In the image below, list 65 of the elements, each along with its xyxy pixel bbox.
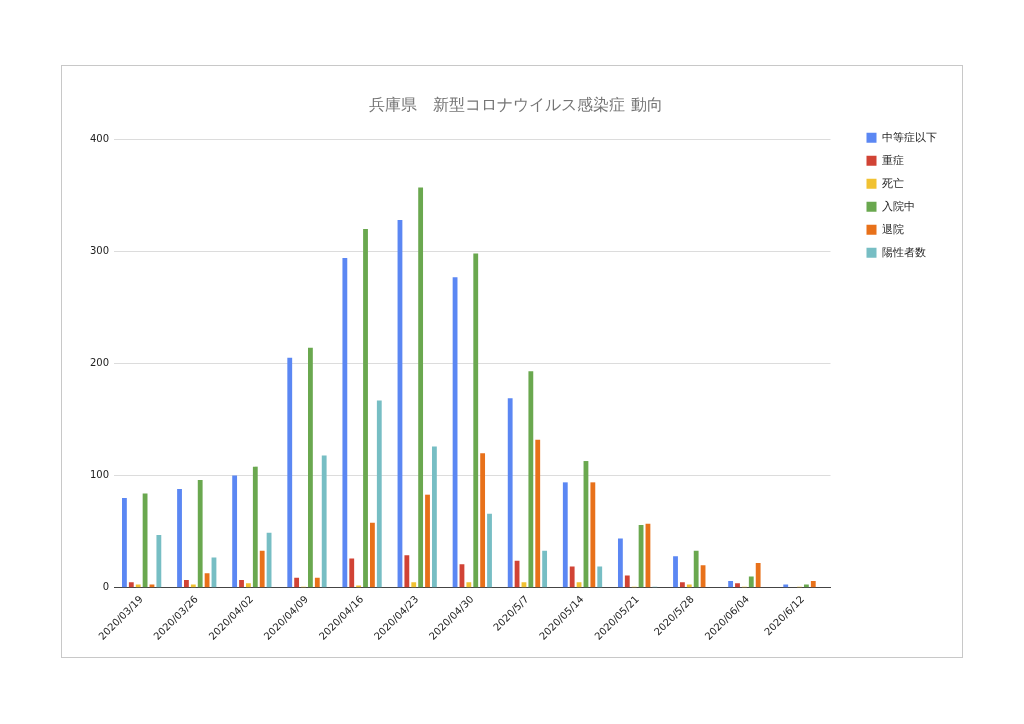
- bar: [569, 566, 575, 588]
- bar: [411, 582, 417, 588]
- bar: [190, 584, 196, 588]
- bar: [535, 439, 541, 588]
- bar: [590, 482, 596, 588]
- bar: [473, 253, 479, 588]
- bar: [728, 581, 734, 588]
- legend-label: 退院: [882, 222, 904, 236]
- y-tick-label: 0: [102, 581, 110, 593]
- bar: [748, 576, 754, 588]
- bar: [259, 550, 265, 588]
- bar: [135, 584, 141, 588]
- bar: [197, 480, 203, 588]
- bar: [418, 187, 424, 588]
- legend-label: 死亡: [882, 176, 904, 190]
- legend-label: 重症: [882, 153, 904, 167]
- bar: [363, 228, 368, 588]
- chart-title: 兵庫県 新型コロナウイルス感染症 動向: [369, 94, 663, 114]
- bar: [466, 582, 472, 588]
- bar: [528, 371, 534, 588]
- bar: [735, 583, 740, 588]
- bar: [803, 584, 809, 588]
- bar: [432, 446, 437, 588]
- bar: [480, 453, 486, 588]
- bar: [294, 577, 300, 588]
- bar: [177, 489, 182, 588]
- bar: [597, 566, 603, 588]
- y-tick-label: 300: [89, 244, 110, 256]
- y-tick-label: 400: [89, 132, 110, 144]
- bar: [156, 535, 162, 588]
- bar: [562, 482, 568, 588]
- legend-label: 入院中: [882, 199, 915, 213]
- bar: [624, 575, 630, 588]
- bar: [679, 582, 685, 588]
- bar: [673, 556, 678, 588]
- bar: [246, 583, 251, 588]
- y-tick-label: 200: [89, 357, 110, 369]
- bar: [810, 581, 816, 588]
- bar: [342, 258, 348, 588]
- bar: [686, 584, 692, 588]
- bar: [507, 398, 513, 588]
- bar: [404, 555, 410, 588]
- bar: [184, 579, 189, 588]
- bar: [239, 579, 244, 588]
- bar: [232, 475, 238, 588]
- y-tick-label: 100: [89, 469, 110, 481]
- bar: [128, 582, 134, 588]
- bar: [308, 347, 313, 588]
- bar: [487, 513, 492, 588]
- bar: [287, 357, 293, 588]
- bar: [693, 550, 699, 588]
- bar: [425, 494, 430, 588]
- bar: [122, 498, 127, 588]
- bar: [783, 584, 789, 588]
- legend-label: 中等症以下: [882, 130, 937, 144]
- bar: [252, 466, 258, 588]
- bar: [376, 400, 382, 588]
- legend-label: 陽性者数: [882, 245, 926, 259]
- bar: [755, 563, 761, 588]
- bar: [349, 558, 355, 588]
- bar: [370, 522, 375, 588]
- bar: [321, 455, 327, 588]
- bar: [314, 577, 320, 588]
- bar: [542, 550, 548, 588]
- bar: [617, 538, 623, 588]
